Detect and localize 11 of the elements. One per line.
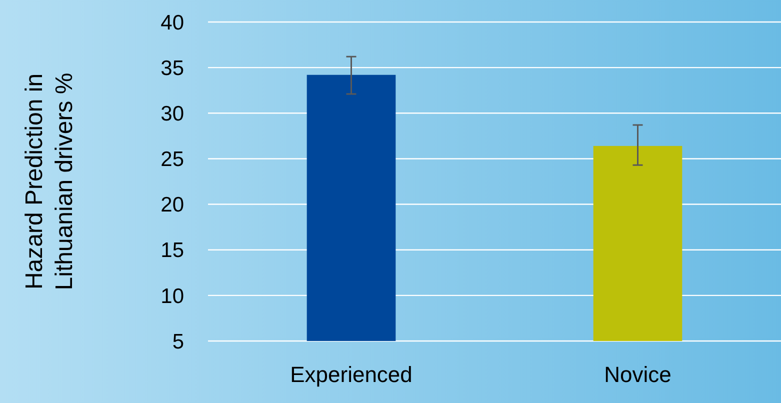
y-axis-title: Hazard Prediction in Lithuanian drivers % bbox=[21, 72, 78, 290]
y-tick-label: 10 bbox=[160, 284, 184, 308]
y-tick-label: 20 bbox=[160, 194, 184, 217]
x-tick-label: Experienced bbox=[290, 362, 412, 387]
y-tick-label: 5 bbox=[172, 330, 184, 354]
y-tick-label: 30 bbox=[160, 102, 184, 126]
y-tick-label: 35 bbox=[160, 56, 184, 80]
y-tick-label: 40 bbox=[160, 11, 184, 34]
y-tick-label: 15 bbox=[160, 239, 184, 262]
x-tick-label: Novice bbox=[604, 362, 672, 387]
y-tick-label: 25 bbox=[160, 148, 184, 172]
